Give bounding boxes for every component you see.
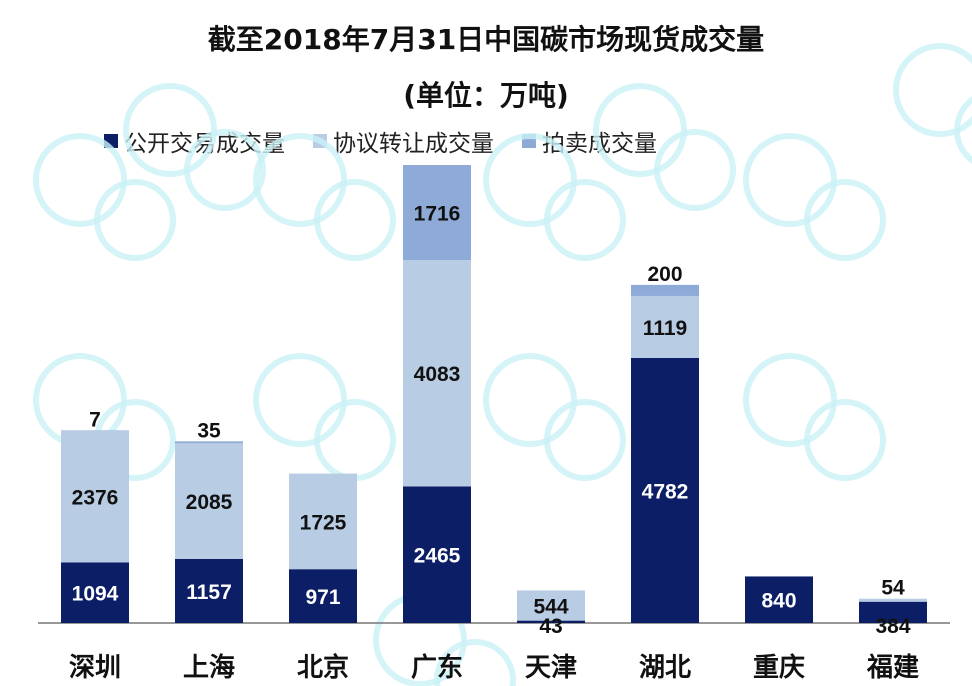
data-label: 1157 [186,581,232,604]
chart-title: 截至2018年7月31日中国碳市场现货成交量 [207,23,765,56]
data-label: 1725 [300,511,347,534]
data-label: 35 [197,419,221,442]
watermark-circle [434,639,516,686]
watermark-circle [804,179,886,261]
bar-segment [631,295,699,358]
bar-segment [289,569,357,623]
bar-segment [403,260,471,487]
data-label: 971 [305,586,340,609]
watermark-circle [94,179,176,261]
watermark-circle [593,83,687,177]
data-label: 4782 [642,480,689,503]
data-label: 1119 [643,317,687,340]
bar-segment [175,558,243,623]
data-label: 2085 [186,491,233,514]
x-tick-label: 深圳 [69,653,121,683]
x-tick-label: 天津 [525,653,577,683]
watermark-circle [654,129,736,211]
watermark-circle [253,353,347,447]
data-label: 840 [761,590,796,613]
x-tick-label: 广东 [411,652,463,683]
bar-segment [517,590,585,621]
x-tick-label: 福建 [866,653,919,683]
watermark-circle [123,83,217,177]
data-label: 2376 [72,487,119,510]
watermark-circle [954,96,972,164]
bar-segment [631,357,699,623]
watermark-circle [184,129,266,211]
data-label: 200 [647,263,682,286]
data-label: 384 [875,615,910,638]
x-tick-label: 上海 [183,653,235,683]
bar-segment [175,443,243,559]
bar-segment [175,441,243,444]
data-label: 54 [881,577,905,600]
watermark-circle [33,133,127,227]
watermark-circle [483,133,577,227]
watermark-circle [743,133,837,227]
bar-segment [745,576,813,623]
watermark-circle [544,179,626,261]
data-label: 1716 [414,203,461,226]
bar-segment [403,165,471,261]
data-label: 2465 [414,545,461,568]
x-tick-label: 北京 [297,652,349,683]
bar-segment [289,473,357,570]
data-label: 1094 [72,583,119,606]
bar-segment [631,284,699,296]
data-label: 544 [533,596,568,619]
watermark-circle [314,179,396,261]
bar-segment [61,430,129,563]
bar-segment [859,601,927,623]
watermark-circle [743,353,837,447]
data-label: 7 [89,408,101,431]
bar-segment [403,486,471,623]
legend-label-agreement: 协议转让成交量 [333,131,494,157]
watermark-circle [804,399,886,481]
watermark-circle [544,399,626,481]
chart-subtitle: (单位：万吨) [403,79,569,112]
bar-segment [61,562,129,623]
data-label: 43 [539,615,562,638]
watermark-circle [314,399,396,481]
x-tick-label: 湖北 [639,653,691,683]
watermark-circle [483,353,577,447]
x-tick-label: 重庆 [753,652,805,683]
watermark-circle [253,133,347,227]
bar-segment [517,620,585,623]
watermark-circle [893,43,972,137]
data-label: 4083 [414,363,461,386]
bar-segment [859,598,927,602]
